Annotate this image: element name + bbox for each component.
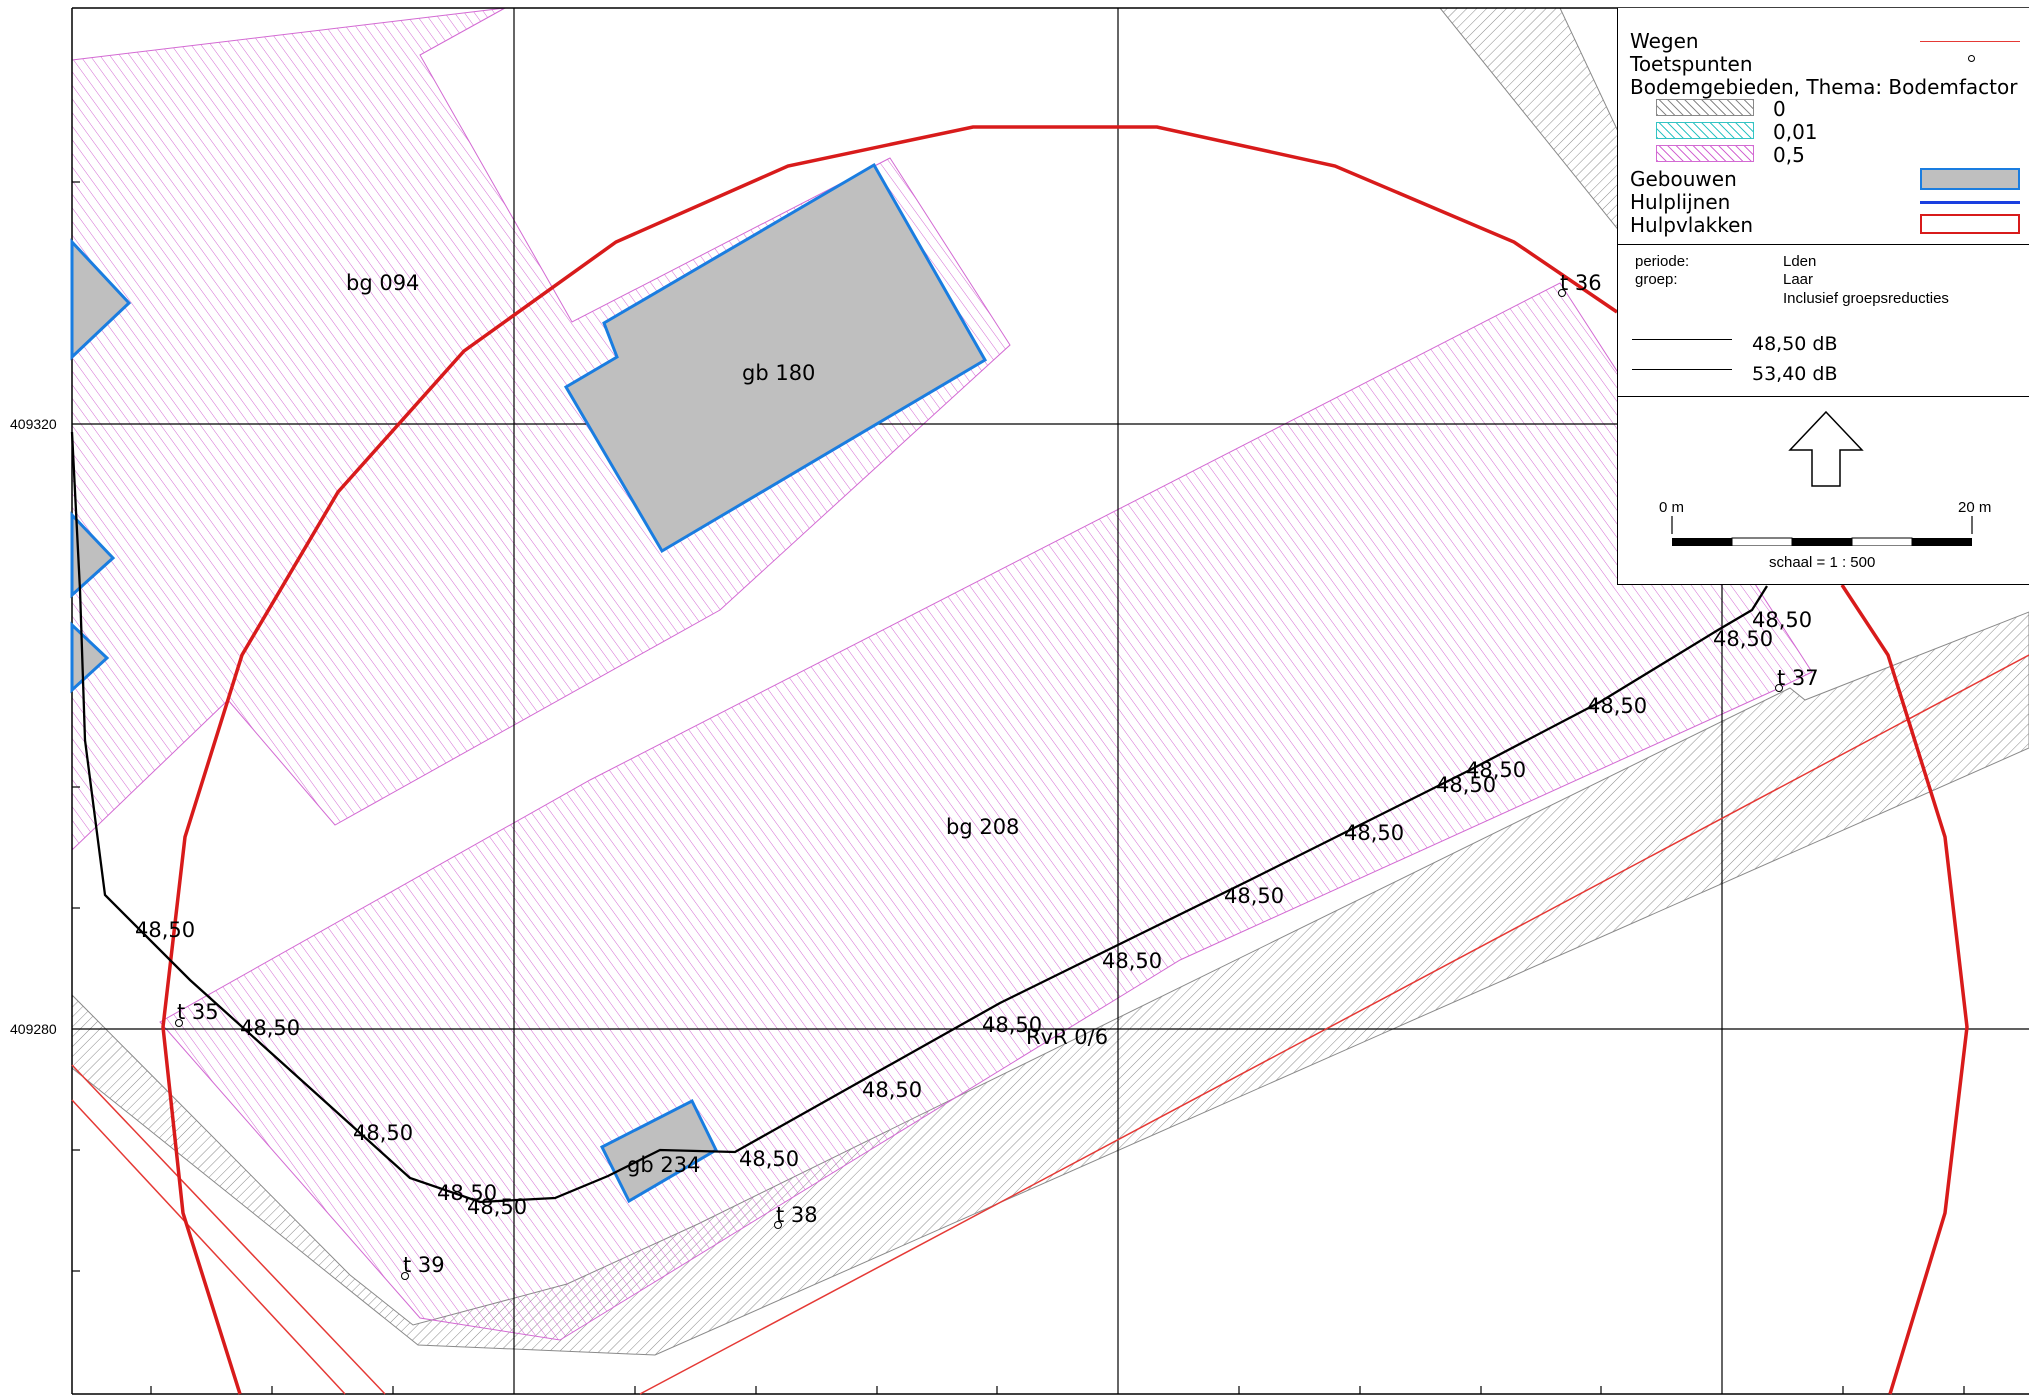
legend-level-line — [1632, 369, 1732, 370]
legend-swatch-soil-05 — [1656, 145, 1754, 162]
contour-label: 48,50 — [1344, 821, 1404, 845]
legend-separator — [1618, 396, 2029, 397]
soil-area-bg-208 — [159, 282, 1813, 1341]
legend-symbol-test-point — [1968, 55, 1975, 62]
building-left-2[interactable] — [70, 511, 116, 599]
test-point-markers — [175, 289, 1783, 1280]
legend-label-buildings: Gebouwen — [1630, 167, 1737, 191]
contour-label: 48,50 — [1224, 884, 1284, 908]
y-coordinate-label: 409320 — [10, 416, 57, 432]
contour-label: 48,50 — [1587, 694, 1647, 718]
legend-period-value: Lden — [1783, 253, 1817, 270]
road-label: RvR 0/6 — [1026, 1025, 1108, 1049]
contour-label: 48,50 — [135, 918, 195, 942]
legend-label-help-lines: Hulplijnen — [1630, 190, 1731, 214]
legend-symbol-help-lines — [1920, 201, 2020, 204]
soil-area-bg-094 — [71, 7, 1011, 852]
test-point-label: t 36 — [1560, 271, 1602, 295]
test-point-label: t 39 — [403, 1253, 445, 1277]
legend-label-test-points: Toetspunten — [1630, 52, 1753, 76]
scale-text: schaal = 1 : 500 — [1769, 554, 1876, 571]
contour-label: 48,50 — [862, 1078, 922, 1102]
contour-label: 48,50 — [1436, 773, 1496, 797]
area-label: bg 208 — [946, 815, 1019, 839]
legend-label-soil-001: 0,01 — [1773, 120, 1818, 144]
legend-symbol-help-areas — [1920, 214, 2020, 234]
legend-period-label: periode: — [1635, 253, 1690, 270]
area-label: bg 094 — [346, 271, 419, 295]
legend-label-roads: Wegen — [1630, 29, 1699, 53]
area-label: gb 234 — [627, 1153, 700, 1177]
soil-area-zero-road — [71, 611, 2029, 1356]
scale-bar — [1671, 516, 1973, 546]
legend-label-soil-0: 0 — [1773, 97, 1786, 121]
legend-symbol-roads — [1920, 41, 2020, 42]
area-label: gb 180 — [742, 361, 815, 385]
legend-symbol-buildings — [1920, 168, 2020, 190]
legend-level-value: 53,40 dB — [1752, 363, 1838, 385]
legend-group-label: groep: — [1635, 271, 1678, 288]
legend-swatch-soil-001 — [1656, 122, 1754, 139]
contour-label: 48,50 — [1752, 608, 1812, 632]
building-left-1[interactable] — [70, 238, 132, 361]
help-area-outline — [161, 125, 1618, 1395]
contour-label: 48,50 — [353, 1121, 413, 1145]
legend-label-soil-05: 0,5 — [1773, 143, 1805, 167]
test-point-label: t 37 — [1777, 666, 1819, 690]
contour-label: 48,50 — [437, 1181, 497, 1205]
building-gb-180[interactable] — [563, 162, 988, 554]
legend-swatch-soil-0 — [1656, 99, 1754, 116]
y-coordinate-label: 409280 — [10, 1021, 57, 1037]
legend-level-value: 48,50 dB — [1752, 333, 1838, 355]
legend-panel: Wegen Toetspunten Bodemgebieden, Thema: … — [1617, 8, 2029, 585]
noise-contour-line — [70, 431, 1768, 1204]
legend-group-note: Inclusief groepsreducties — [1783, 290, 1949, 307]
scale-bar-end-label: 20 m — [1958, 499, 1992, 516]
contour-label: 48,50 — [739, 1147, 799, 1171]
legend-level-line — [1632, 339, 1732, 340]
roads — [71, 654, 2029, 1395]
legend-label-help-areas: Hulpvlakken — [1630, 213, 1754, 237]
help-area-outline-right — [1840, 584, 1969, 1395]
bottom-tick-marks — [150, 1386, 1965, 1394]
contour-label: 48,50 — [1713, 627, 1773, 651]
contour-labels: 48,50 48,50 48,50 48,50 48,50 48,50 48,5… — [135, 608, 1812, 1219]
test-point-label: t 35 — [177, 1000, 219, 1024]
contour-label: 48,50 — [467, 1195, 527, 1219]
test-point-label: t 38 — [776, 1203, 818, 1227]
scale-bar-start-label: 0 m — [1659, 499, 1685, 516]
contour-label: 48,50 — [1466, 758, 1526, 782]
legend-group-value: Laar — [1783, 271, 1814, 288]
legend-separator — [1618, 244, 2029, 245]
contour-label: 48,50 — [1102, 949, 1162, 973]
legend-label-soil-areas: Bodemgebieden, Thema: Bodemfactor — [1630, 75, 2018, 99]
contour-label: 48,50 — [240, 1016, 300, 1040]
north-arrow-icon — [1788, 410, 1864, 487]
contour-label: 48,50 — [982, 1013, 1042, 1037]
